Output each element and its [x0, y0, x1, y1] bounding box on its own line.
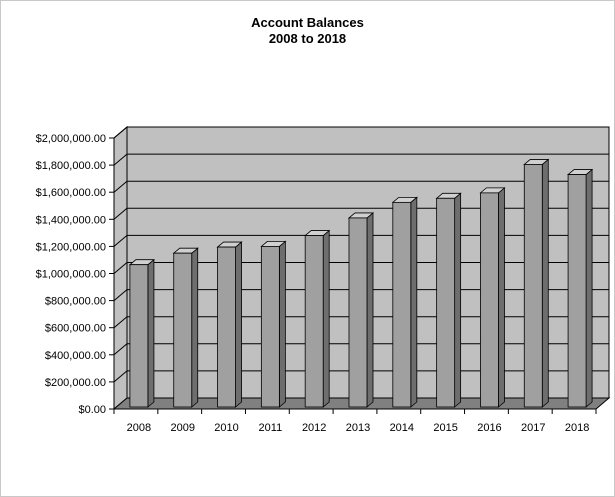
x-tick-label: 2017 [521, 422, 545, 434]
x-tick-label: 2008 [127, 422, 151, 434]
y-tick-label: $800,000.00 [45, 296, 106, 308]
y-axis-tick-labels: $0.00 $200,000.00 $400,000.00 $600,000.00 $8… [36, 133, 106, 416]
gridline-side [113, 153, 128, 166]
x-axis-tick-labels: 2008 2009 2010 2011 2012 2013 2014 2015 2016 2017… [127, 422, 590, 434]
axes [109, 137, 597, 414]
bar-side [278, 240, 286, 408]
gridline-side [113, 126, 128, 139]
x-tick-label: 2011 [259, 422, 283, 434]
bar-side [541, 158, 549, 408]
gridline-side [113, 235, 128, 247]
bar-2010 [216, 241, 243, 408]
bar-front [260, 245, 280, 408]
chart-subtitle: 2008 to 2018 [268, 31, 347, 46]
x-tick-label: 2013 [346, 422, 370, 434]
gridline-side [113, 343, 128, 356]
bar-side [366, 212, 374, 408]
x-tick-label: 2014 [390, 422, 414, 434]
bar-front [348, 217, 368, 408]
chart-title: Account Balances 2008 to 2018 [1, 15, 614, 47]
bar-2013 [347, 212, 375, 408]
bars [128, 158, 594, 408]
bar-front [523, 164, 543, 408]
x-tick-label: 2009 [170, 422, 194, 434]
bar-2016 [479, 187, 506, 408]
x-tick-label: 2018 [565, 422, 589, 434]
y-tick-label: $400,000.00 [45, 350, 106, 362]
bar-side [498, 187, 505, 408]
bar-2015 [435, 192, 462, 408]
y-tick-label: $1,400,000.00 [36, 214, 106, 226]
bar-side [410, 196, 418, 408]
y-tick-label: $1,600,000.00 [36, 187, 106, 199]
gridline-side [113, 207, 128, 220]
bar-2018 [566, 168, 594, 408]
x-tick-label: 2015 [433, 422, 457, 434]
y-tick-label: $1,200,000.00 [36, 241, 106, 253]
bar-front [304, 235, 324, 408]
gridline-side [113, 316, 128, 329]
bar-side [585, 168, 593, 408]
bar-2017 [523, 158, 550, 408]
gridline-side [113, 289, 128, 301]
y-tick-label: $200,000.00 [45, 377, 106, 389]
x-tick-label: 2012 [302, 422, 326, 434]
bar-side [454, 192, 462, 408]
y-tick-label: $1,800,000.00 [36, 160, 106, 172]
bar-front [436, 197, 456, 408]
bar-2008 [128, 258, 156, 408]
y-tick-label: $1,000,000.00 [36, 269, 106, 281]
bar-front [129, 264, 149, 408]
gridline-side [113, 180, 128, 193]
bar-2011 [260, 240, 287, 408]
bar-side [322, 229, 330, 408]
x-tick-label: 2016 [477, 422, 501, 434]
y-tick-label: $0.00 [78, 404, 106, 416]
y-tick-label: $2,000,000.00 [36, 133, 106, 145]
gridline-side [113, 370, 128, 383]
bar-front [217, 246, 236, 408]
bar-side [147, 258, 155, 408]
chart-title-line: Account Balances [251, 15, 364, 30]
bar-front [567, 174, 587, 408]
bar-2014 [391, 196, 418, 408]
bar-side [235, 241, 242, 408]
bar-side [191, 247, 199, 408]
gridline-side [113, 262, 128, 274]
bar-front [480, 192, 499, 408]
bar-2009 [172, 247, 199, 408]
bar-2012 [304, 229, 331, 408]
bar-front [173, 252, 193, 408]
y-tick-label: $600,000.00 [45, 323, 106, 335]
bar-front [392, 201, 412, 408]
x-tick-label: 2010 [214, 422, 238, 434]
